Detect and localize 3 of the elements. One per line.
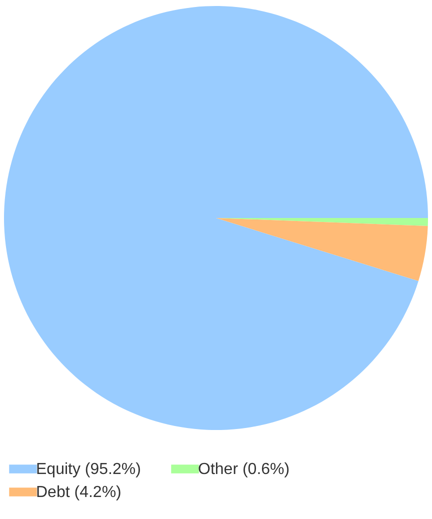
legend-label: Equity (95.2%): [36, 461, 141, 478]
legend-label: Other (0.6%): [198, 461, 290, 478]
legend-label: Debt (4.2%): [36, 484, 122, 501]
